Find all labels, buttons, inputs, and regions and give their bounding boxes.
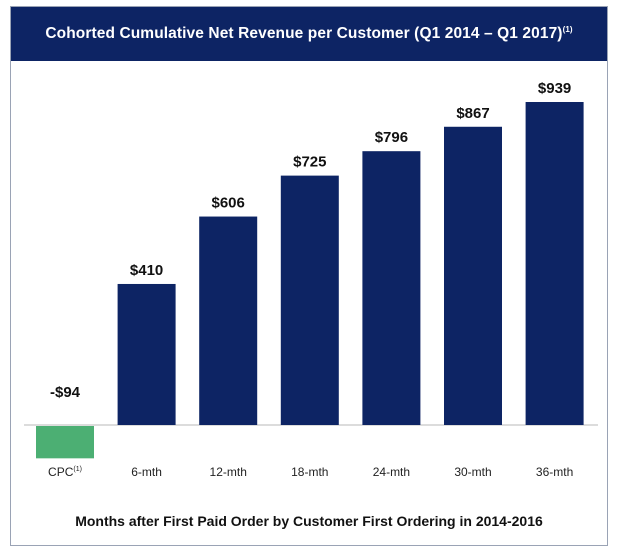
data-label-cpc: -$94: [50, 384, 81, 401]
bar-24-mth: [362, 151, 421, 425]
bar-30-mth: [444, 126, 502, 425]
tick-label-6-mth: 6-mth: [131, 465, 162, 479]
data-label-6-mth: $410: [130, 262, 163, 279]
bar-6-mth: [117, 283, 176, 425]
chart-frame: Cohorted Cumulative Net Revenue per Cust…: [10, 6, 608, 546]
x-axis-label: Months after First Paid Order by Custome…: [75, 513, 543, 529]
tick-label-36-mth: 36-mth: [536, 465, 573, 479]
bar-36-mth: [525, 102, 584, 425]
data-label-24-mth: $796: [375, 129, 408, 146]
chart-title-bar: Cohorted Cumulative Net Revenue per Cust…: [11, 7, 607, 61]
tick-label-30-mth: 30-mth: [454, 465, 491, 479]
chart-title: Cohorted Cumulative Net Revenue per Cust…: [45, 24, 573, 43]
data-label-30-mth: $867: [456, 105, 489, 122]
data-label-12-mth: $606: [212, 195, 245, 212]
tick-label-18-mth: 18-mth: [291, 465, 328, 479]
tick-footnote: (1): [73, 466, 82, 473]
tick-label-12-mth: 12-mth: [210, 465, 247, 479]
bar-cpc: [36, 426, 94, 459]
data-label-36-mth: $939: [538, 80, 571, 97]
tick-label-cpc: CPC(1): [48, 465, 82, 479]
tick-label-24-mth: 24-mth: [373, 465, 410, 479]
bar-12-mth: [199, 216, 258, 425]
data-label-18-mth: $725: [293, 154, 326, 171]
title-footnote: (1): [562, 24, 573, 34]
bar-18-mth: [280, 175, 339, 425]
